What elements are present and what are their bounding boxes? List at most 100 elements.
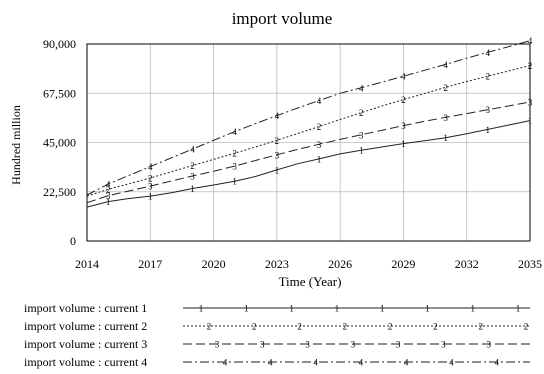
series-3-marker: 3 <box>232 162 237 172</box>
grid-lines <box>87 44 530 241</box>
legend-marker-1: 1 <box>289 304 294 314</box>
legend-marker-3: 3 <box>215 340 220 350</box>
x-axis-label: Time (Year) <box>279 274 342 289</box>
legend-marker-1: 1 <box>335 304 340 314</box>
legend-marker-3: 3 <box>260 340 265 350</box>
series-3-marker: 3 <box>486 105 491 115</box>
legend-marker-3: 3 <box>486 340 491 350</box>
series-1-marker: 1 <box>486 125 491 135</box>
legend-marker-2: 2 <box>478 322 483 332</box>
plot-area-frame <box>86 43 531 242</box>
legend-marker-1: 1 <box>425 304 430 314</box>
legend-marker-1: 1 <box>244 304 249 314</box>
legend-marker-4: 4 <box>359 358 364 368</box>
series-2-marker: 2 <box>106 185 111 195</box>
series-layer: 1111111111122222222222333333333334444444… <box>86 36 533 208</box>
series-4-marker: 4 <box>232 127 237 137</box>
legend-label-2: import volume : current 2 <box>24 319 147 333</box>
series-1-marker: 1 <box>148 192 153 202</box>
x-tick-label: 2023 <box>265 257 289 271</box>
legend-marker-1: 1 <box>516 304 521 314</box>
series-3-marker: 3 <box>106 191 111 201</box>
series-1-marker: 1 <box>232 177 237 187</box>
legend-marker-1: 1 <box>199 304 204 314</box>
y-tick-label: 45,000 <box>43 136 76 150</box>
series-2-marker: 2 <box>443 83 448 93</box>
series-4-marker: 4 <box>106 180 111 190</box>
series-3-marker: 3 <box>190 171 195 181</box>
series-4-marker: 4 <box>443 60 448 70</box>
series-1-marker: 1 <box>528 116 533 126</box>
legend-marker-2: 2 <box>343 322 348 332</box>
axis-ticks: 0 22,500 45,000 67,500 90,000 2014 2017 2020 202… <box>43 37 542 271</box>
legend: import volume : current 1 1 1 1 1 1 1 1 1 import … <box>24 301 530 369</box>
y-tick-label: 22,500 <box>43 185 76 199</box>
legend-marker-2: 2 <box>524 322 529 332</box>
series-4-marker: 4 <box>528 36 533 46</box>
series-1-marker: 1 <box>359 146 364 156</box>
series-3-marker: 3 <box>359 130 364 140</box>
series-2-marker: 2 <box>148 173 153 183</box>
legend-label-3: import volume : current 3 <box>24 337 147 351</box>
legend-marker-2: 2 <box>207 322 212 332</box>
series-1-marker: 1 <box>190 184 195 194</box>
legend-marker-2: 2 <box>388 322 393 332</box>
legend-marker-3: 3 <box>396 340 401 350</box>
legend-marker-3: 3 <box>441 340 446 350</box>
x-tick-label: 2032 <box>455 257 479 271</box>
series-line-2 <box>86 65 531 197</box>
series-4-marker: 4 <box>317 96 322 106</box>
series-3-marker: 3 <box>275 150 280 160</box>
series-2-marker: 2 <box>486 72 491 82</box>
series-1-marker: 1 <box>401 139 406 149</box>
x-tick-label: 2014 <box>75 257 99 271</box>
legend-marker-1: 1 <box>470 304 475 314</box>
x-tick-label: 2017 <box>138 257 162 271</box>
legend-marker-4: 4 <box>449 358 454 368</box>
legend-label-1: import volume : current 1 <box>24 301 147 315</box>
y-tick-label: 90,000 <box>43 37 76 51</box>
series-4-marker: 4 <box>486 48 491 58</box>
series-line-4 <box>86 40 531 196</box>
series-line-3 <box>86 101 531 204</box>
x-tick-label: 2026 <box>328 257 352 271</box>
series-1-marker: 1 <box>443 133 448 143</box>
series-2-marker: 2 <box>232 149 237 159</box>
series-3-marker: 3 <box>148 182 153 192</box>
legend-label-4: import volume : current 4 <box>24 355 147 369</box>
series-3-marker: 3 <box>401 121 406 131</box>
series-3-marker: 3 <box>317 140 322 150</box>
series-3-marker: 3 <box>443 113 448 123</box>
legend-marker-3: 3 <box>351 340 356 350</box>
y-tick-label: 67,500 <box>43 86 76 100</box>
series-1-marker: 1 <box>275 165 280 175</box>
legend-marker-4: 4 <box>404 358 409 368</box>
legend-marker-1: 1 <box>380 304 385 314</box>
series-2-marker: 2 <box>317 122 322 132</box>
series-2-marker: 2 <box>401 95 406 105</box>
x-tick-label: 2035 <box>518 257 542 271</box>
x-tick-label: 2020 <box>202 257 226 271</box>
y-tick-label: 0 <box>70 234 76 248</box>
chart-title: import volume <box>232 9 333 28</box>
series-line-1 <box>86 120 531 208</box>
series-4-marker: 4 <box>359 83 364 93</box>
series-4-marker: 4 <box>401 72 406 82</box>
series-1-marker: 1 <box>317 154 322 164</box>
series-2-marker: 2 <box>528 61 533 71</box>
x-tick-label: 2029 <box>391 257 415 271</box>
legend-marker-2: 2 <box>252 322 257 332</box>
legend-marker-2: 2 <box>297 322 302 332</box>
series-4-marker: 4 <box>148 162 153 172</box>
legend-marker-2: 2 <box>433 322 438 332</box>
series-4-marker: 4 <box>190 145 195 155</box>
series-2-marker: 2 <box>275 136 280 146</box>
legend-marker-4: 4 <box>313 358 318 368</box>
series-3-marker: 3 <box>528 98 533 108</box>
legend-marker-4: 4 <box>494 358 499 368</box>
legend-marker-4: 4 <box>268 358 273 368</box>
series-2-marker: 2 <box>359 108 364 118</box>
legend-marker-3: 3 <box>305 340 310 350</box>
series-4-marker: 4 <box>275 111 280 121</box>
